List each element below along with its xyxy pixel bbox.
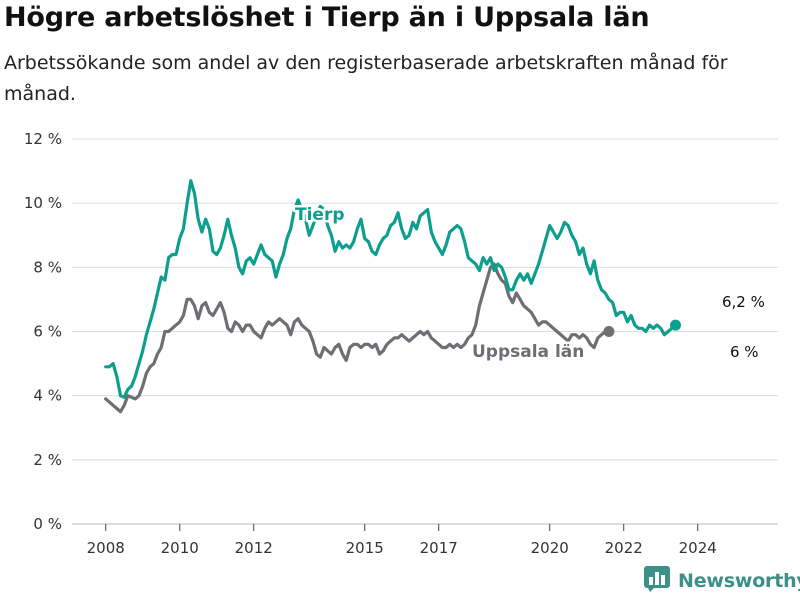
y-tick-label: 0 % <box>33 515 62 533</box>
series-label-tierp-halo: Tierp <box>295 205 345 225</box>
x-axis-ticks: 2008 2010 2012 2015 2017 2020 2022 2024 <box>87 524 717 557</box>
brand-name: Newsworthy <box>678 570 800 592</box>
x-tick-label: 2015 <box>346 539 384 557</box>
series-label-uppsala-lan-halo: Uppsala län <box>472 342 584 362</box>
y-axis-ticks: 0 % 2 % 4 % 6 % 8 % 10 % 12 % <box>24 130 62 533</box>
x-tick-label: 2008 <box>87 539 125 557</box>
y-tick-label: 8 % <box>33 258 62 276</box>
x-tick-label: 2012 <box>235 539 273 557</box>
x-tick-label: 2024 <box>679 539 717 557</box>
end-value-label-tierp: 6,2 % <box>722 293 765 311</box>
y-tick-label: 12 % <box>24 130 62 148</box>
end-value-label-uppsala-lan: 6 % <box>730 343 759 361</box>
x-tick-label: 2020 <box>531 539 569 557</box>
gridlines <box>72 138 778 525</box>
chart-subtitle: Arbetssökande som andel av den registerb… <box>4 52 728 105</box>
y-tick-label: 4 % <box>33 387 62 405</box>
y-tick-label: 10 % <box>24 194 62 212</box>
chart-title: Högre arbetslöshet i Tierp än i Uppsala … <box>4 2 650 33</box>
series-line-uppsala-lan <box>104 262 611 414</box>
series-end-marker-tierp <box>670 319 682 331</box>
series-end-marker-uppsala-lan <box>603 326 615 337</box>
newsworthy-logo: Newsworthy <box>644 566 800 596</box>
x-tick-label: 2022 <box>605 539 643 557</box>
series-lines <box>104 179 682 414</box>
x-tick-label: 2017 <box>420 539 458 557</box>
x-tick-label: 2010 <box>161 539 199 557</box>
bar-chart-logo-icon <box>644 566 670 596</box>
series-label-tierp: Tierp <box>295 205 345 225</box>
y-tick-label: 2 % <box>33 451 62 469</box>
series-line-tierp <box>104 179 678 399</box>
y-tick-label: 6 % <box>33 323 62 341</box>
series-label-uppsala-lan: Uppsala län <box>472 342 584 362</box>
